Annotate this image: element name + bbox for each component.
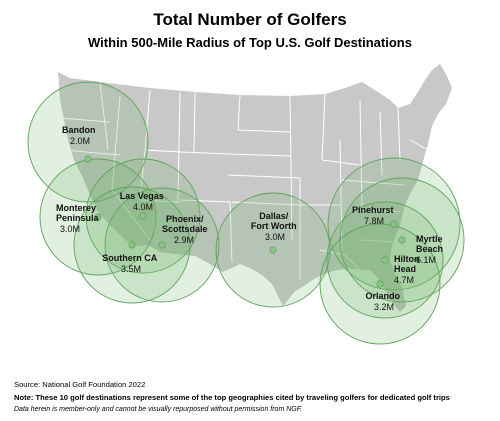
disclaimer: Data herein is member-only and cannot be…	[14, 406, 303, 413]
label-bandon: Bandon 2.0M	[62, 125, 98, 146]
marker-dallas	[269, 246, 277, 254]
label-pinehurst: Pinehurst 7.8M	[352, 205, 396, 226]
marker-las-vegas	[139, 212, 147, 220]
marker-hilton-head	[381, 256, 389, 264]
label-hilton-head: Hilton Head 4.7M	[394, 254, 422, 285]
label-myrtle-beach: Myrtle Beach 6.1M	[416, 234, 446, 265]
marker-bandon	[84, 155, 92, 163]
map-title: Total Number of Golfers	[153, 10, 347, 29]
label-southern-ca: Southern CA 3.5M	[102, 253, 160, 274]
label-orlando: Orlando 3.2M	[365, 291, 402, 312]
source-note: Source: National Golf Foundation 2022	[14, 380, 146, 389]
label-dallas: Dallas/ Fort Worth 3.0M	[251, 211, 299, 242]
marker-orlando	[376, 280, 384, 288]
marker-pinehurst	[390, 220, 398, 228]
state-borders	[59, 81, 429, 301]
label-phoenix: Phoenix/ Scottsdale 2.9M	[162, 214, 210, 245]
label-las-vegas: Las Vegas 4.0M	[120, 191, 167, 212]
marker-southern-ca	[128, 241, 136, 249]
us-golf-radius-map: Bandon 2.0M Monterey Peninsula 3.0M Las …	[27, 64, 465, 345]
marker-phoenix	[158, 241, 166, 249]
us-landmass	[58, 64, 452, 312]
marker-monterey	[94, 213, 102, 221]
marker-myrtle-beach	[398, 236, 406, 244]
label-monterey: Monterey Peninsula 3.0M	[56, 203, 101, 234]
footnote: Note: These 10 golf destinations represe…	[14, 393, 450, 402]
map-subtitle: Within 500-Mile Radius of Top U.S. Golf …	[88, 35, 412, 50]
destination-markers	[84, 155, 406, 288]
